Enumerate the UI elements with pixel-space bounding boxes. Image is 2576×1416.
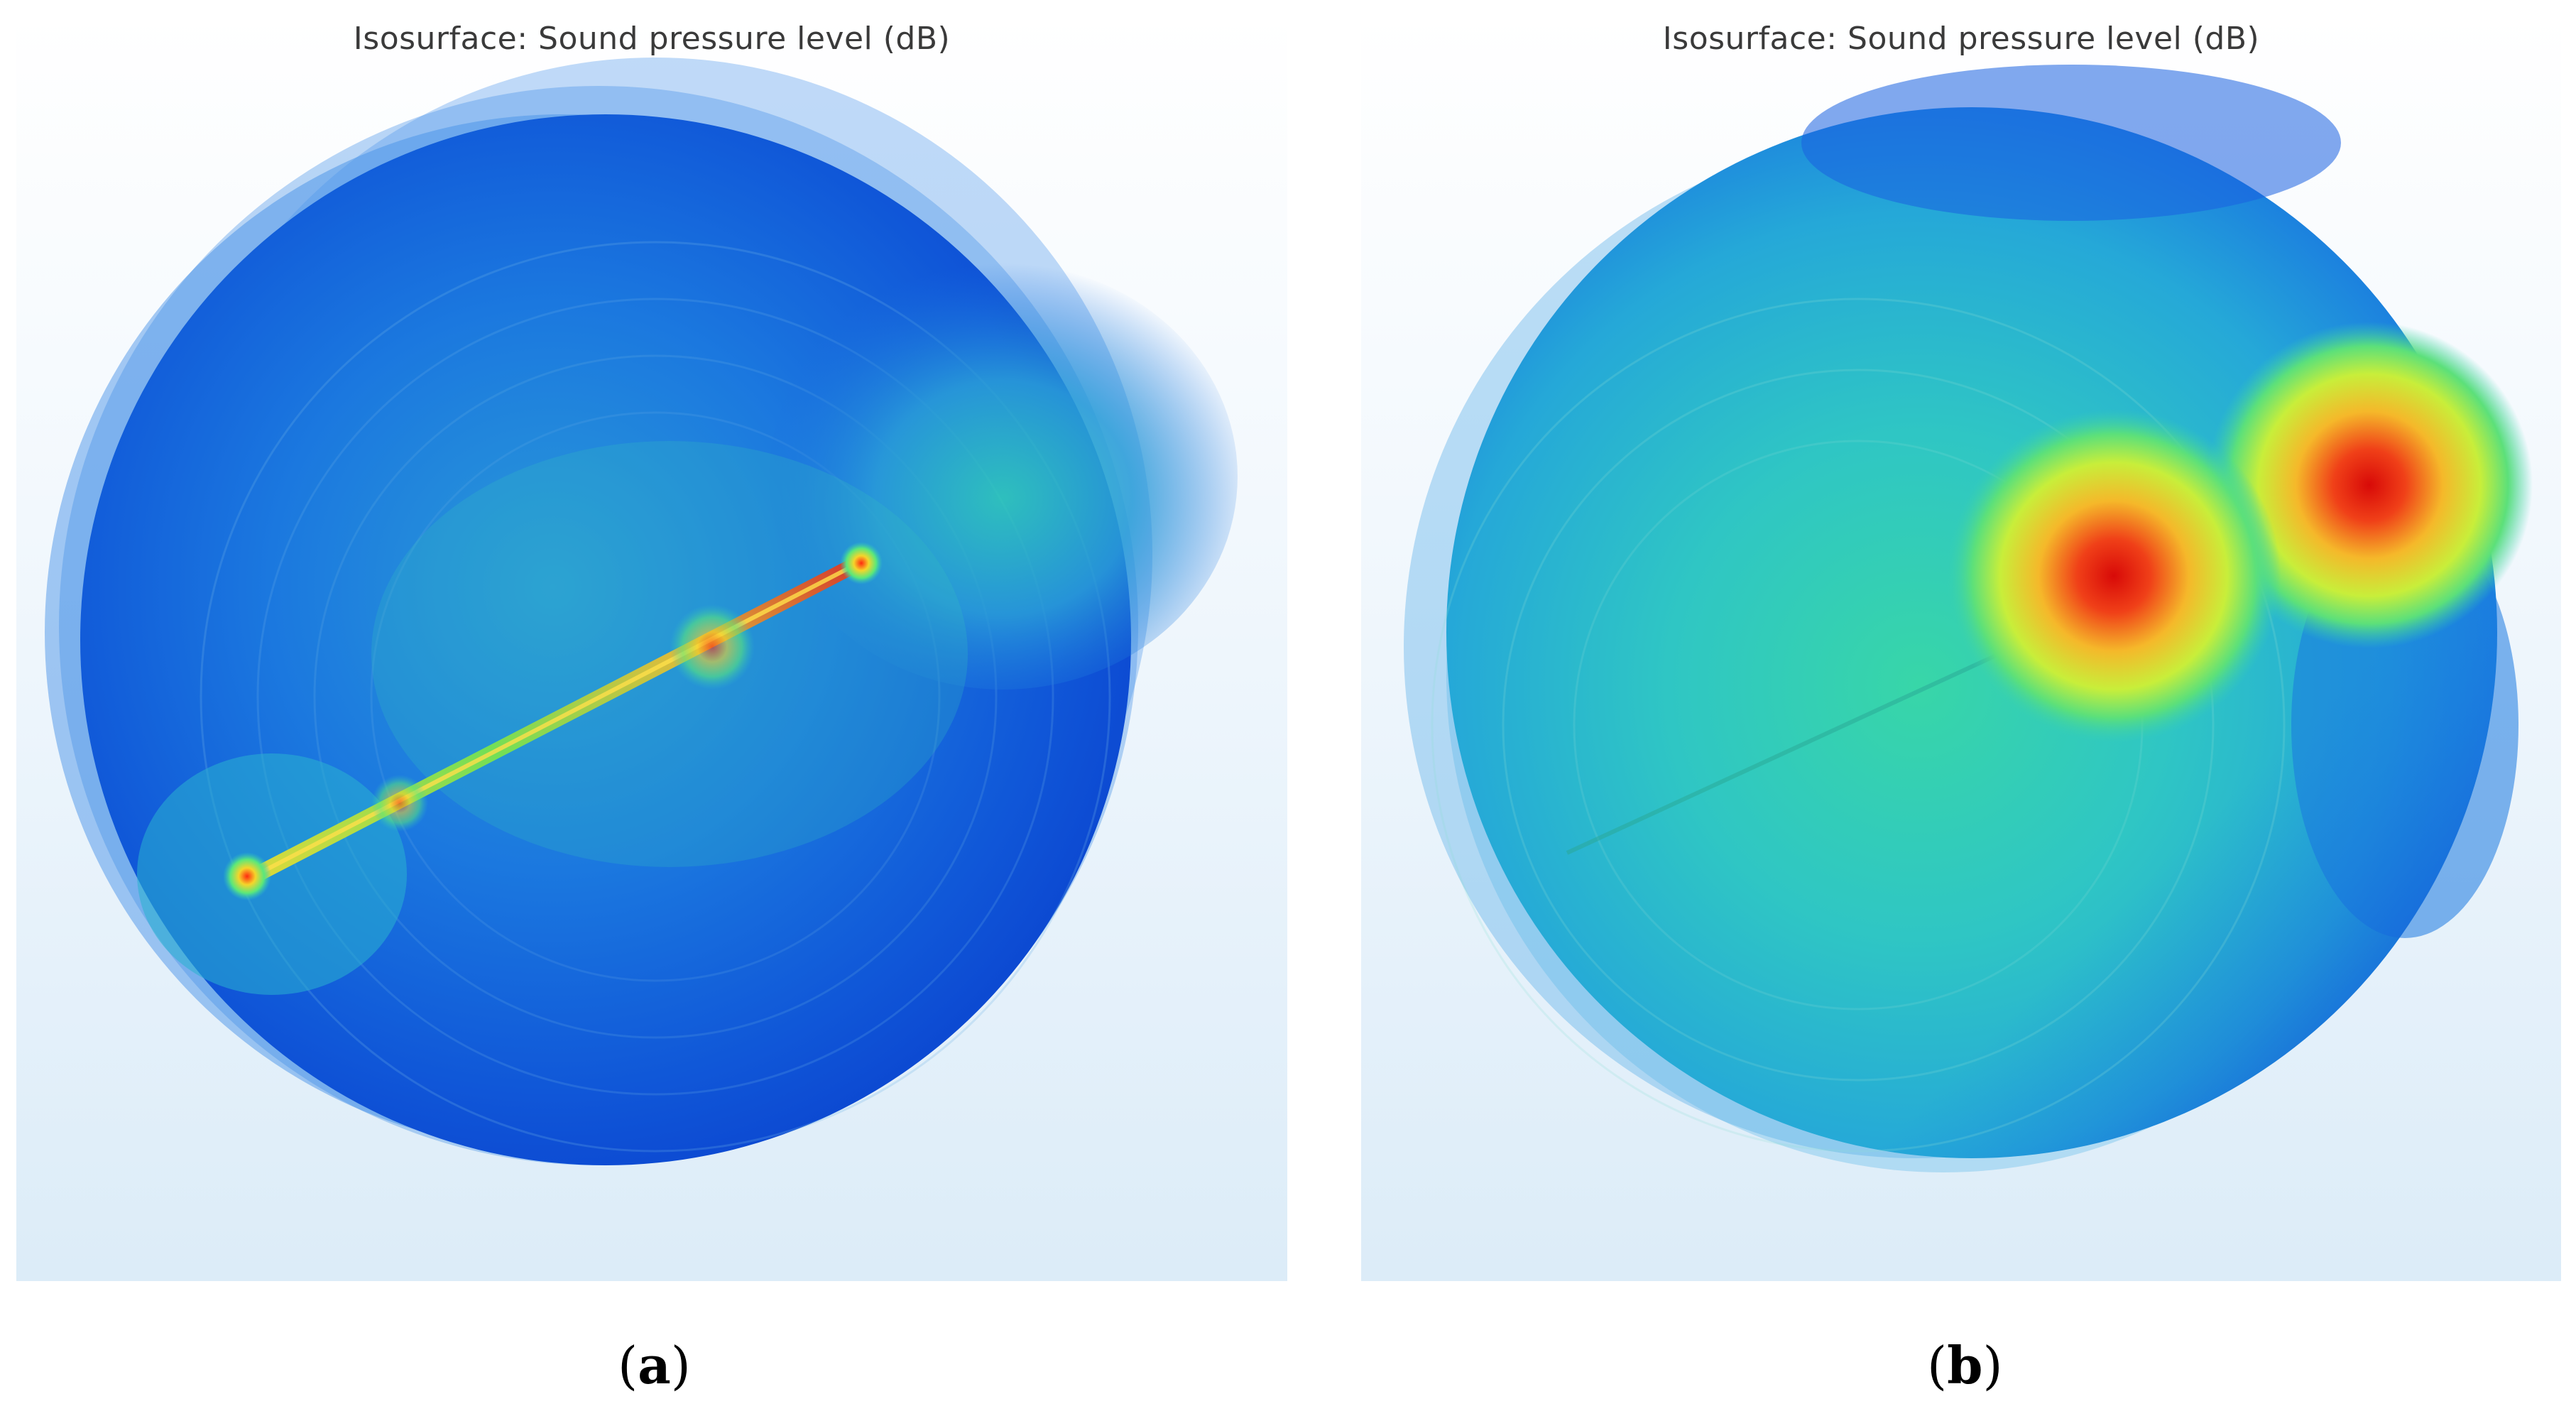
isosurface-render-b [1404, 65, 2533, 1172]
isosurface-panel-a: Isosurface: Sound pressure level (dB) [16, 15, 1287, 1281]
caption-b-letter: b [1947, 1335, 1983, 1395]
plot-title-b: Isosurface: Sound pressure level (dB) [1662, 21, 2260, 57]
caption-b: (b) [1927, 1335, 2003, 1395]
isosurface-panel-b: Isosurface: Sound pressure level (dB) [1361, 15, 2561, 1281]
plot-title-a: Isosurface: Sound pressure level (dB) [353, 21, 951, 57]
caption-a: (a) [618, 1335, 691, 1395]
caption-a-letter: a [638, 1335, 671, 1395]
isosurface-render-a [45, 58, 1238, 1165]
